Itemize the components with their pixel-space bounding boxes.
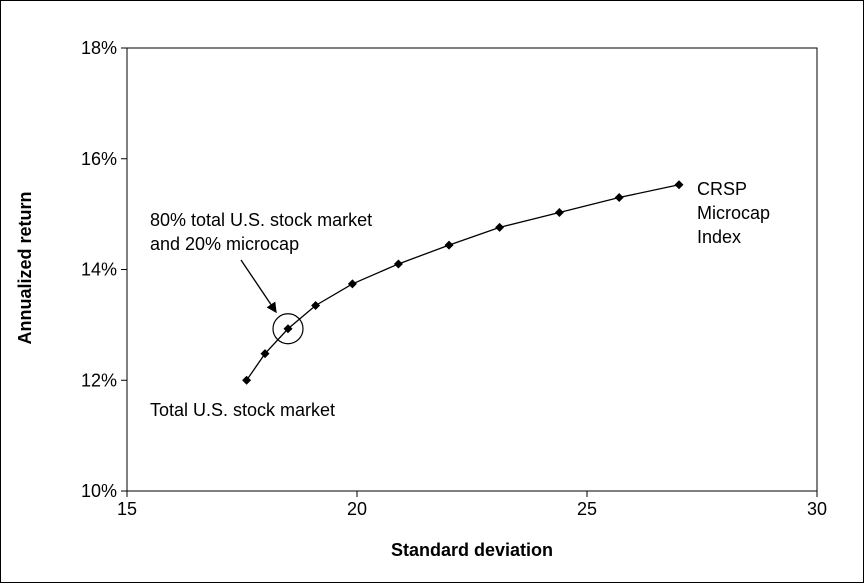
annotation-end-line3: Index xyxy=(697,227,741,247)
highlight-circle xyxy=(272,313,304,345)
annotation-end-line2: Microcap xyxy=(697,203,770,223)
plot-area xyxy=(126,47,818,492)
data-point-marker xyxy=(674,180,684,190)
y-tick-label: 10% xyxy=(81,481,117,501)
y-tick-label: 16% xyxy=(81,149,117,169)
y-tick-label: 12% xyxy=(81,370,117,390)
x-tick-label: 25 xyxy=(577,499,597,519)
data-point-marker xyxy=(311,300,321,310)
y-axis-title: Annualized return xyxy=(15,191,35,344)
data-point-marker xyxy=(554,207,564,217)
data-point-marker xyxy=(614,193,624,203)
annotation-mix-line2: and 20% microcap xyxy=(150,234,299,254)
x-tick-label: 15 xyxy=(117,499,137,519)
y-tick-label: 14% xyxy=(81,260,117,280)
data-point-marker xyxy=(393,259,403,269)
x-tick-label: 20 xyxy=(347,499,367,519)
data-point-marker xyxy=(347,279,357,289)
data-point-marker xyxy=(260,349,270,359)
x-axis-ticks: 15 20 25 30 xyxy=(117,491,827,519)
data-point-marker xyxy=(242,375,252,385)
annotation-mix-line1: 80% total U.S. stock market xyxy=(150,210,372,230)
data-point-marker xyxy=(495,222,505,232)
x-tick-label: 30 xyxy=(807,499,827,519)
annotation-start: Total U.S. stock market xyxy=(150,400,335,420)
y-tick-label: 18% xyxy=(81,38,117,58)
annotation-arrow xyxy=(240,259,277,314)
data-point-marker xyxy=(444,240,454,250)
data-point-marker xyxy=(283,324,293,334)
x-axis-title: Standard deviation xyxy=(391,540,553,560)
series-group xyxy=(242,180,684,385)
annotation-end-line1: CRSP xyxy=(697,179,747,199)
y-axis-ticks: 10% 12% 14% 16% 18% xyxy=(81,38,127,501)
